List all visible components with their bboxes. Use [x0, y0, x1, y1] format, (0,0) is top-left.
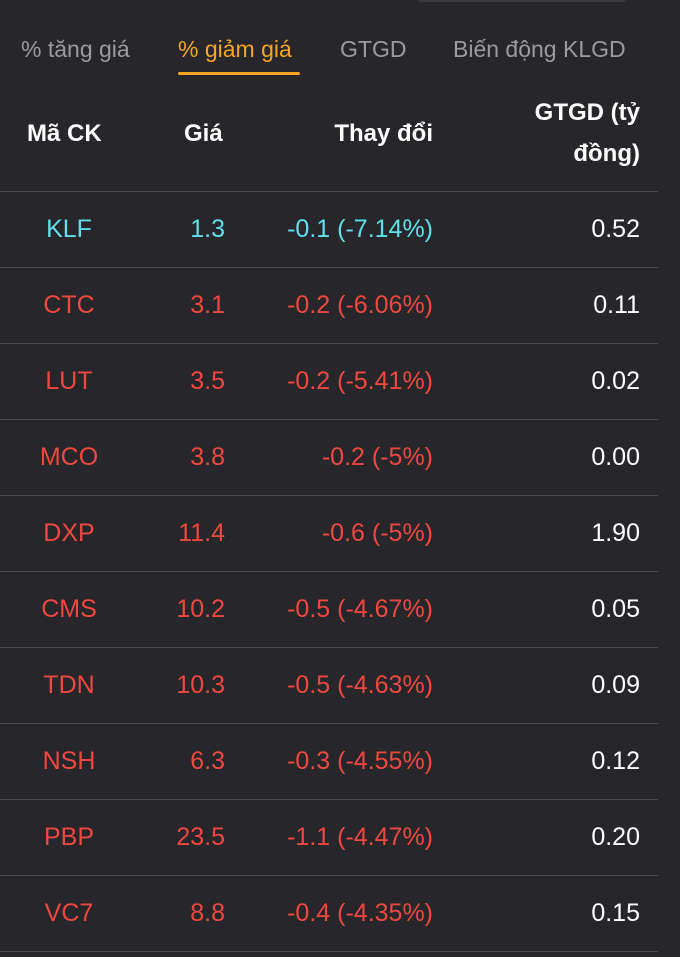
header-value-line1[interactable]: GTGD (tỷ [534, 99, 640, 126]
stock-price: 10.3 [176, 671, 225, 699]
stock-trading-value: 0.00 [591, 443, 640, 471]
stock-trading-value: 1.90 [591, 519, 640, 547]
stock-price: 3.5 [190, 367, 225, 395]
stock-change: -0.2 (-5.41%) [287, 367, 433, 395]
table-row[interactable]: MCO 3.8 -0.2 (-5%) 0.00 [0, 420, 658, 496]
stock-price: 23.5 [176, 823, 225, 851]
stock-change: -0.2 (-6.06%) [287, 291, 433, 319]
active-tab-indicator [178, 72, 300, 75]
stock-trading-value: 0.52 [591, 215, 640, 243]
table-row[interactable]: DXP 11.4 -0.6 (-5%) 1.90 [0, 496, 658, 572]
table-row[interactable]: NSH 6.3 -0.3 (-4.55%) 0.12 [0, 724, 658, 800]
tab-bar: % tăng giá % giảm giá GTGD Biến động KLG… [0, 36, 680, 80]
scroll-handle[interactable] [418, 0, 626, 2]
table-row[interactable]: CMS 10.2 -0.5 (-4.67%) 0.05 [0, 572, 658, 648]
table-row[interactable]: VC7 8.8 -0.4 (-4.35%) 0.15 [0, 876, 658, 952]
stock-trading-value: 0.15 [591, 899, 640, 927]
stock-price: 6.3 [190, 747, 225, 775]
stock-price: 11.4 [178, 519, 225, 547]
stock-change: -0.3 (-4.55%) [287, 747, 433, 775]
stock-change: -1.1 (-4.47%) [287, 823, 433, 851]
stock-code: TDN [43, 671, 95, 699]
stock-trading-value: 0.09 [591, 671, 640, 699]
stock-change: -0.2 (-5%) [321, 443, 433, 471]
stock-trading-value: 0.11 [593, 291, 640, 319]
stock-change: -0.5 (-4.67%) [287, 595, 433, 623]
stock-price: 3.8 [190, 443, 225, 471]
stock-code: MCO [39, 443, 99, 471]
table-row[interactable]: TDN 10.3 -0.5 (-4.63%) 0.09 [0, 648, 658, 724]
stock-price: 10.2 [176, 595, 225, 623]
tab-top-gainers[interactable]: % tăng giá [21, 36, 130, 62]
stock-price: 3.1 [190, 291, 225, 319]
stock-code: CMS [41, 595, 97, 623]
tab-top-losers[interactable]: % giảm giá [178, 36, 292, 62]
stock-price: 8.8 [190, 899, 225, 927]
table-row[interactable]: PBP 23.5 -1.1 (-4.47%) 0.20 [0, 800, 658, 876]
stock-trading-value: 0.02 [591, 367, 640, 395]
stock-change: -0.6 (-5%) [321, 519, 433, 547]
table-row[interactable]: LUT 3.5 -0.2 (-5.41%) 0.02 [0, 344, 658, 420]
stock-price: 1.3 [190, 215, 225, 243]
stock-change: -0.4 (-4.35%) [287, 899, 433, 927]
table-row[interactable]: CTC 3.1 -0.2 (-6.06%) 0.11 [0, 268, 658, 344]
table-header: Mã CK Giá Thay đổi GTGD (tỷ đồng) [0, 90, 658, 192]
stock-change: -0.5 (-4.63%) [287, 671, 433, 699]
header-change[interactable]: Thay đổi [334, 120, 433, 147]
stock-code: LUT [45, 367, 93, 395]
stock-code: NSH [42, 747, 96, 775]
stock-trading-value: 0.20 [591, 823, 640, 851]
tab-trading-value[interactable]: GTGD [340, 36, 407, 62]
stock-change: -0.1 (-7.14%) [287, 215, 433, 243]
stock-table: KLF 1.3 -0.1 (-7.14%) 0.52 CTC 3.1 -0.2 (-6.06… [0, 192, 658, 952]
header-price[interactable]: Giá [184, 120, 223, 147]
stock-trading-value: 0.12 [591, 747, 640, 775]
stock-code: KLF [46, 215, 92, 243]
tab-volume-change[interactable]: Biến động KLGD [453, 36, 626, 62]
header-value-line2: đồng) [573, 140, 640, 167]
stock-trading-value: 0.05 [591, 595, 640, 623]
stock-code: PBP [43, 823, 95, 851]
table-row[interactable]: KLF 1.3 -0.1 (-7.14%) 0.52 [0, 192, 658, 268]
stock-code: CTC [43, 291, 95, 319]
stock-code: VC7 [44, 899, 94, 927]
stock-code: DXP [43, 519, 95, 547]
header-code[interactable]: Mã CK [27, 120, 102, 147]
